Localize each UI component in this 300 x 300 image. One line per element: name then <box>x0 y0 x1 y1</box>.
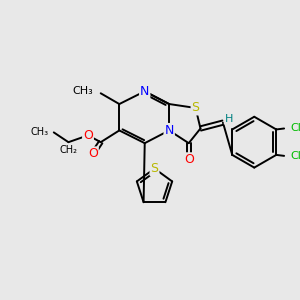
Text: CH₂: CH₂ <box>59 145 77 155</box>
Text: CH₃: CH₃ <box>72 86 93 96</box>
Text: O: O <box>88 147 98 161</box>
Text: Cl: Cl <box>290 151 300 161</box>
Text: O: O <box>184 153 194 166</box>
Text: Cl: Cl <box>290 124 300 134</box>
Text: O: O <box>83 129 93 142</box>
Text: N: N <box>140 85 149 98</box>
Text: S: S <box>192 101 200 114</box>
Text: CH₃: CH₃ <box>31 128 49 137</box>
Text: H: H <box>225 114 233 124</box>
Text: S: S <box>151 162 158 175</box>
Text: N: N <box>164 124 174 137</box>
